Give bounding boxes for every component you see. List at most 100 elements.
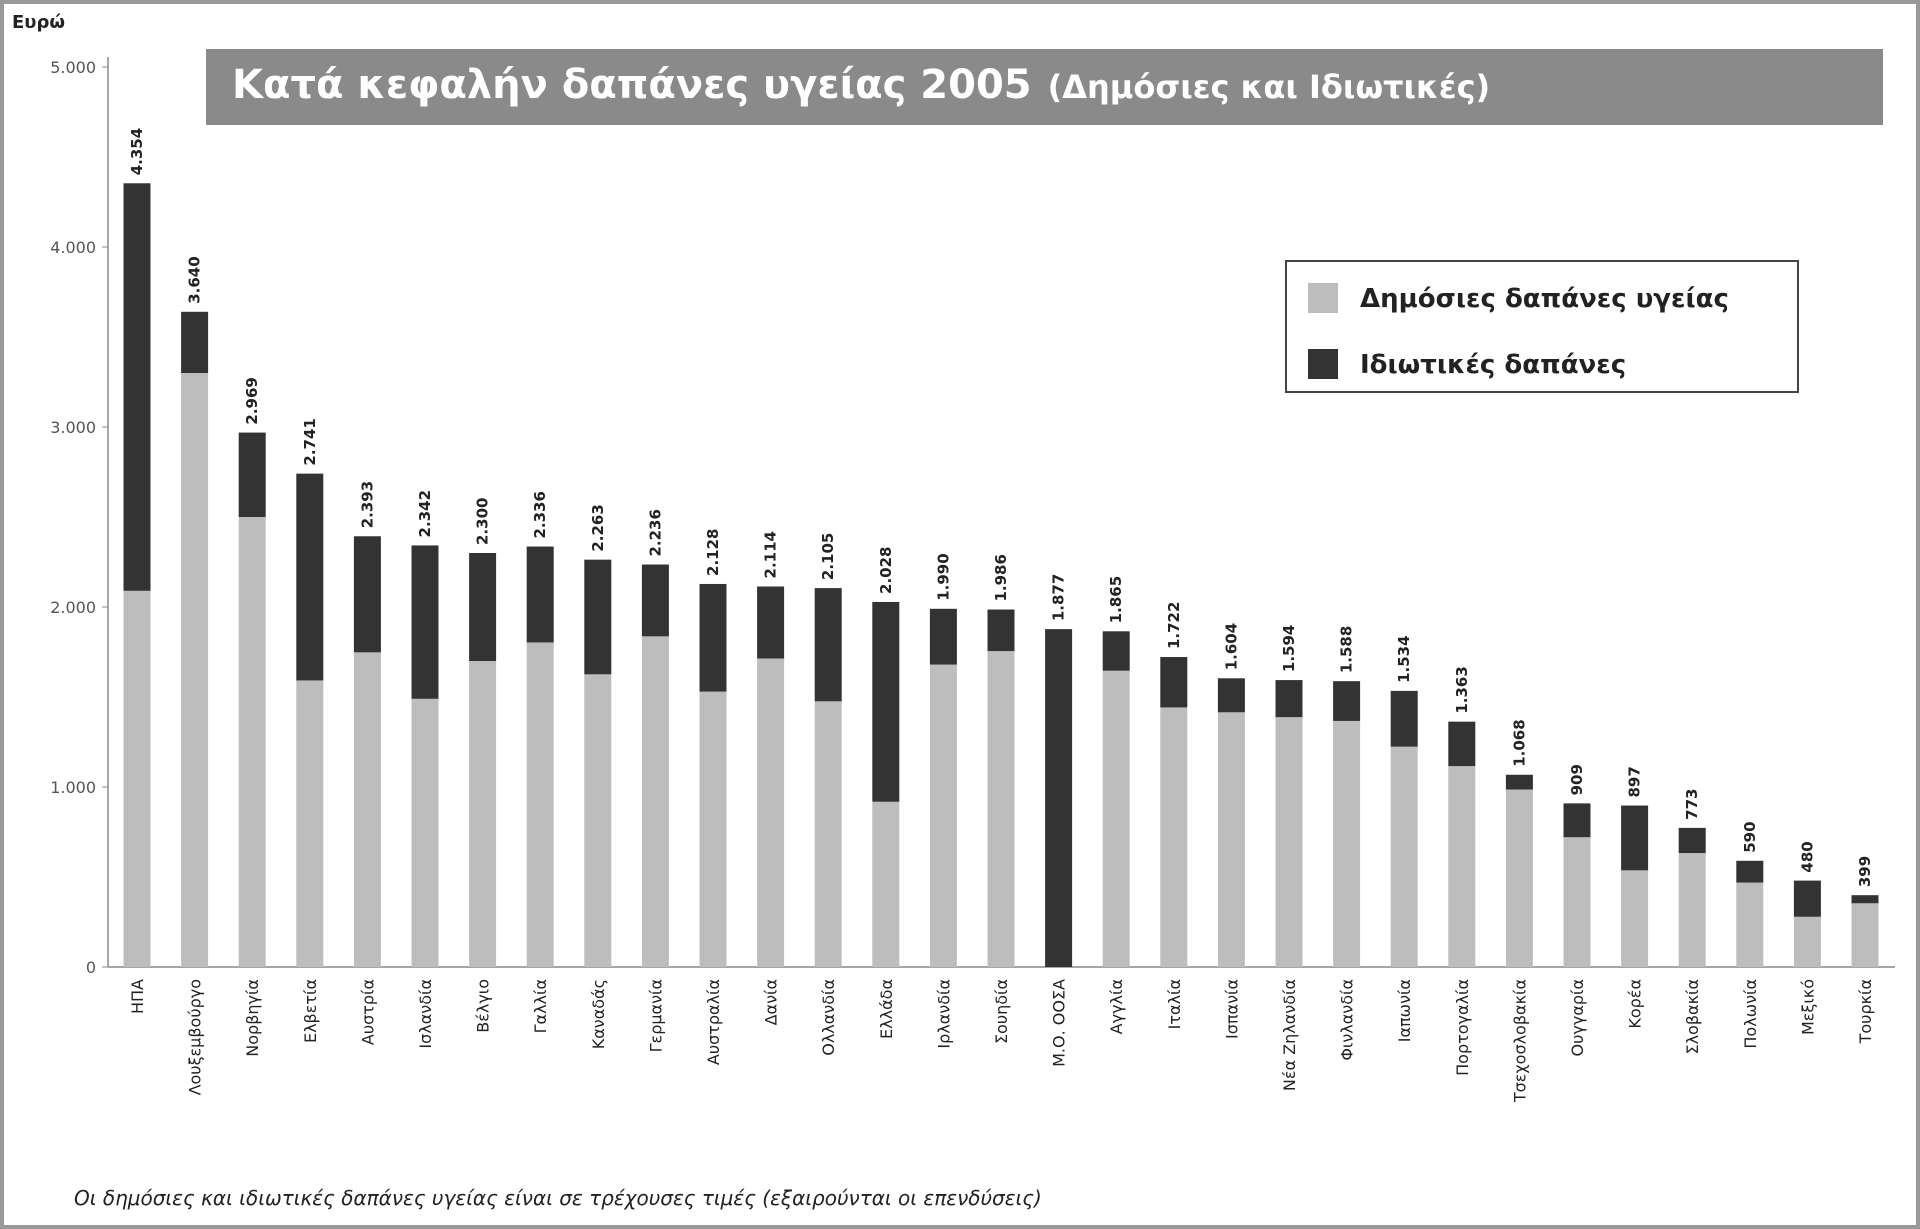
x-tick-label: Νορβηγία [243,979,262,1057]
bar-segment [1102,631,1130,671]
bar-segment [1217,678,1245,713]
footnote: Οι δημόσιες και ιδιωτικές δαπάνες υγείας… [74,1186,1042,1210]
y-tick-label: 1.000 [50,778,96,797]
bar-segment [987,609,1015,652]
bar-segment [353,652,381,967]
total-label: 2.236 [646,509,664,556]
total-label: 1.990 [934,553,952,600]
y-tick-label: 5.000 [50,58,96,77]
x-tick-label: Λουξεμβούργο [186,979,205,1095]
bar-segment [757,658,785,967]
bar-segment [469,553,497,661]
x-tick-label: Δανία [762,979,781,1025]
total-label: 2.263 [589,504,607,551]
total-label: 1.594 [1280,625,1298,672]
total-label: 1.877 [1050,574,1068,621]
bar-segment [469,661,497,967]
x-tick-label: Βέλγιο [474,979,493,1033]
total-label: 1.534 [1395,635,1413,682]
x-tick-label: Σλοβακία [1683,979,1702,1055]
legend-label: Δημόσιες δαπάνες υγείας [1360,284,1729,314]
bar-segment [1851,895,1879,904]
bar-segment [1333,681,1361,721]
total-label: 2.393 [358,481,376,528]
bar-segment [1505,789,1533,967]
bar-segment [987,651,1015,967]
x-tick-label: Πολωνία [1741,979,1760,1049]
x-tick-label: Ισπανία [1222,979,1241,1039]
total-label: 4.354 [128,128,146,175]
x-tick-label: Νέα Ζηλανδία [1280,979,1299,1091]
bar-segment [526,642,554,967]
total-label: 1.865 [1107,576,1125,623]
total-label: 2.114 [762,531,780,578]
total-label: 773 [1683,789,1701,820]
x-tick-label: Ιρλανδία [934,979,953,1049]
total-label: 2.105 [819,533,837,580]
bar-segment [1160,657,1188,708]
legend-label: Ιδιωτικές δαπάνες [1360,350,1626,380]
bar-segment [1851,903,1879,967]
y-tick-label: 0 [86,958,96,977]
bar-segment [411,698,439,967]
bar-segment [1621,805,1649,871]
total-label: 590 [1741,821,1759,852]
x-tick-label: Ουγγαρία [1568,979,1587,1056]
bar-segment [123,183,151,591]
bar-segment [1793,880,1821,917]
bar-segment [1217,712,1245,967]
bar-segment [872,601,900,802]
bar-segment [1275,717,1303,967]
x-tick-label: Κορέα [1626,979,1645,1029]
y-tick-label: 4.000 [50,238,96,257]
bar-segment [1563,837,1591,967]
x-tick-label: Φινλανδία [1338,979,1357,1061]
bar-segment [1160,707,1188,967]
bar-segment [929,664,957,967]
bar-segment [1678,853,1706,967]
bar-segment [699,691,727,967]
bar-segment [641,636,669,967]
total-label: 1.722 [1165,602,1183,649]
total-label: 1.588 [1338,626,1356,673]
bar-segment [353,536,381,653]
total-label: 1.986 [992,554,1010,601]
bar-segment [929,608,957,665]
bar-segment [814,701,842,967]
total-label: 897 [1626,766,1644,797]
bar-segment [1793,916,1821,967]
bar-segment [1390,746,1418,967]
bar-segment [1736,882,1764,967]
total-label: 2.336 [531,491,549,538]
title-box [206,49,1883,125]
legend-swatch [1308,349,1338,379]
bar-segment [123,590,151,967]
x-tick-label: Αγγλία [1107,979,1126,1034]
x-tick-label: Ιαπωνία [1395,979,1414,1042]
bar-segment [1736,860,1764,883]
x-tick-label: Γερμανία [646,979,665,1052]
legend-box [1285,260,1799,393]
bar-segment [238,432,266,517]
total-label: 1.604 [1222,623,1240,670]
total-label: 1.068 [1510,719,1528,766]
y-axis-label: Ευρώ [12,12,65,33]
total-label: 2.741 [301,418,319,465]
total-label: 2.969 [243,377,261,424]
total-label: 480 [1798,841,1816,872]
x-tick-label: Αυστρία [358,979,377,1045]
bar-segment [757,586,785,659]
bar-segment [1678,827,1706,854]
y-tick-label: 2.000 [50,598,96,617]
bar-segment [584,674,612,967]
bar-segment [1102,670,1130,967]
x-tick-label: Ελβετία [301,979,320,1043]
bar-segment [1275,680,1303,718]
bar-segment [526,546,554,643]
x-tick-label: Ισλανδία [416,979,435,1049]
x-tick-label: Πορτογαλία [1453,979,1472,1076]
total-label: 2.300 [474,498,492,545]
bar-segment [296,473,324,681]
